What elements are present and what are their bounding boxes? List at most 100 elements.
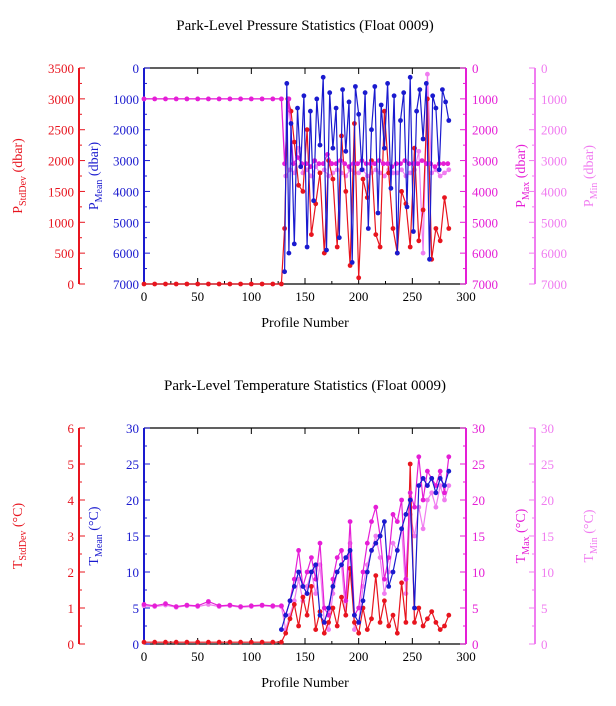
data-point-std [433, 226, 439, 231]
data-point-min [373, 533, 379, 539]
data-point-mean [308, 108, 313, 114]
y-tick-label-max: 3000 [472, 154, 498, 169]
data-point-std [330, 605, 336, 611]
data-point-std [300, 594, 306, 600]
data-point-std [326, 620, 331, 625]
data-point-mean [412, 605, 417, 611]
data-point-min [412, 533, 417, 539]
data-point-mean [414, 108, 419, 114]
data-point-min [429, 490, 435, 496]
data-point-max [412, 504, 417, 510]
y-axis-label-main: P [582, 199, 597, 207]
x-tick-label: 0 [141, 649, 148, 664]
y-axis-label-main: P [87, 202, 102, 210]
y-tick-label-min: 3000 [541, 154, 567, 169]
data-point-max [163, 96, 168, 102]
y-axis-label-sub: Max [521, 182, 532, 200]
data-point-max [437, 468, 443, 474]
data-point-max [399, 497, 404, 503]
data-point-min [425, 497, 430, 503]
y-axis-label-std: PStdDev (dbar) [11, 138, 29, 214]
y-tick-label-mean: 4000 [113, 184, 139, 199]
data-point-mean [291, 241, 297, 247]
data-point-mean [283, 612, 289, 618]
data-point-max [270, 603, 276, 609]
y-tick-label-std: 5 [68, 457, 75, 472]
data-point-max [321, 605, 327, 611]
data-point-mean [437, 476, 443, 481]
data-point-std [259, 281, 265, 287]
data-point-mean [304, 591, 310, 596]
data-point-std [433, 620, 439, 625]
y-axis-label-main: T [582, 554, 597, 563]
data-point-max [141, 602, 147, 607]
data-point-std [227, 639, 233, 645]
data-point-max [270, 96, 276, 102]
data-point-max [416, 454, 422, 460]
data-point-max [356, 605, 362, 611]
y-axis-label-unit: (°C) [514, 508, 529, 536]
y-tick-label-max: 6000 [472, 246, 498, 261]
data-point-mean [375, 210, 381, 216]
y-tick-label-min: 5 [541, 601, 548, 616]
data-point-mean [399, 526, 404, 532]
data-point-std [238, 281, 244, 287]
data-point-std [279, 281, 284, 287]
data-point-max [296, 548, 301, 553]
data-point-std [227, 281, 233, 287]
data-point-mean [314, 96, 320, 102]
data-point-std [343, 612, 349, 618]
y-tick-label-min: 20 [541, 493, 554, 508]
chart-title: Park-Level Pressure Statistics (Float 00… [176, 18, 433, 34]
data-point-max [347, 519, 353, 524]
data-point-mean [377, 533, 383, 539]
data-point-max [350, 161, 356, 167]
data-point-max [184, 96, 190, 102]
data-point-mean [372, 84, 378, 89]
y-tick-label-min: 1000 [541, 92, 567, 107]
y-tick-label-std: 2000 [48, 154, 74, 169]
chart-panel-0: Park-Level Pressure Statistics (Float 00… [11, 18, 600, 331]
data-point-std [334, 623, 340, 629]
y-axis-label-unit: (dbar) [11, 138, 26, 176]
data-point-mean [369, 127, 374, 133]
data-point-std [141, 639, 147, 645]
data-point-std [141, 281, 147, 287]
x-tick-label: 150 [295, 649, 315, 664]
data-point-min [433, 504, 439, 510]
y-axis-label-unit: (dbar) [87, 142, 102, 180]
data-point-std [152, 281, 158, 287]
data-point-max [393, 161, 399, 167]
data-point-mean [311, 198, 316, 204]
data-point-mean [282, 269, 287, 275]
data-point-mean [369, 548, 374, 553]
data-point-min [326, 627, 331, 632]
data-point-mean [398, 118, 403, 123]
data-point-mean [339, 562, 344, 568]
data-point-mean [346, 99, 352, 105]
data-point-max [195, 603, 201, 609]
data-point-mean [440, 87, 445, 92]
data-point-max [303, 161, 309, 167]
y-tick-label-std: 0 [68, 637, 75, 652]
data-point-mean [420, 476, 426, 481]
x-tick-label: 300 [456, 289, 476, 304]
data-point-mean [300, 584, 306, 589]
data-point-mean [373, 540, 379, 546]
y-tick-label-mean: 6000 [113, 246, 139, 261]
x-axis-label: Profile Number [261, 676, 349, 691]
data-point-min [352, 627, 357, 632]
data-point-min [291, 598, 297, 604]
data-point-std [279, 639, 284, 645]
series-line-min [143, 485, 450, 632]
data-point-max [184, 602, 190, 608]
data-point-max [381, 161, 386, 167]
data-point-std [407, 244, 413, 250]
data-point-max [407, 490, 413, 496]
data-point-std [364, 627, 370, 632]
y-axis-label-unit: (°C) [87, 506, 102, 534]
y-tick-label-max: 0 [472, 61, 479, 76]
y-tick-label-mean: 1000 [113, 92, 139, 107]
data-point-mean [436, 167, 442, 173]
